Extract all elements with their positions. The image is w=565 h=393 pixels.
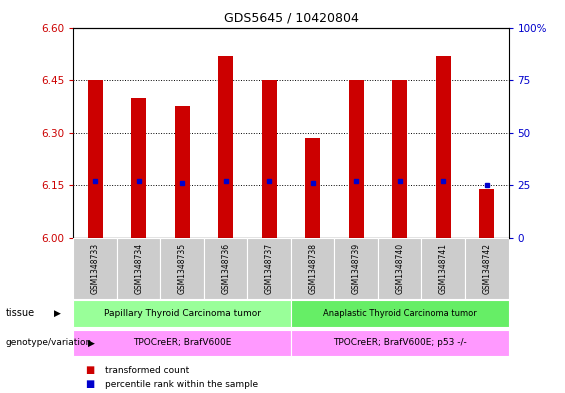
Bar — [247, 238, 291, 299]
Text: GSM1348739: GSM1348739 — [352, 242, 360, 294]
Bar — [291, 330, 508, 356]
Bar — [73, 300, 291, 327]
Text: ■: ■ — [85, 365, 94, 375]
Text: transformed count: transformed count — [105, 365, 189, 375]
Bar — [88, 80, 103, 238]
Bar — [421, 238, 465, 299]
Text: GSM1348738: GSM1348738 — [308, 242, 317, 294]
Text: genotype/variation: genotype/variation — [6, 338, 92, 347]
Bar — [131, 97, 146, 238]
Bar — [291, 238, 334, 299]
Bar — [291, 300, 508, 327]
Bar — [349, 80, 364, 238]
Text: TPOCreER; BrafV600E; p53 -/-: TPOCreER; BrafV600E; p53 -/- — [333, 338, 467, 347]
Bar — [436, 55, 451, 238]
Bar — [479, 189, 494, 238]
Bar — [73, 330, 291, 356]
Text: GSM1348740: GSM1348740 — [396, 242, 404, 294]
Text: percentile rank within the sample: percentile rank within the sample — [105, 380, 258, 389]
Text: GSM1348742: GSM1348742 — [483, 242, 491, 294]
Text: Papillary Thyroid Carcinoma tumor: Papillary Thyroid Carcinoma tumor — [104, 309, 260, 318]
Title: GDS5645 / 10420804: GDS5645 / 10420804 — [224, 12, 358, 25]
Bar — [218, 55, 233, 238]
Text: GSM1348736: GSM1348736 — [221, 242, 230, 294]
Text: ▶: ▶ — [54, 309, 60, 318]
Bar — [465, 238, 508, 299]
Text: GSM1348735: GSM1348735 — [178, 242, 186, 294]
Text: Anaplastic Thyroid Carcinoma tumor: Anaplastic Thyroid Carcinoma tumor — [323, 309, 477, 318]
Bar — [117, 238, 160, 299]
Text: ■: ■ — [85, 379, 94, 389]
Text: TPOCreER; BrafV600E: TPOCreER; BrafV600E — [133, 338, 232, 347]
Bar — [204, 238, 247, 299]
Text: GSM1348734: GSM1348734 — [134, 242, 143, 294]
Bar — [378, 238, 421, 299]
Bar — [305, 138, 320, 238]
Bar — [392, 80, 407, 238]
Bar — [73, 238, 117, 299]
Bar — [160, 238, 204, 299]
Bar — [175, 107, 190, 238]
Text: tissue: tissue — [6, 309, 35, 318]
Text: GSM1348737: GSM1348737 — [265, 242, 273, 294]
Text: ▶: ▶ — [88, 338, 94, 347]
Bar — [334, 238, 378, 299]
Text: GSM1348733: GSM1348733 — [91, 242, 99, 294]
Text: GSM1348741: GSM1348741 — [439, 242, 447, 294]
Bar — [262, 80, 277, 238]
